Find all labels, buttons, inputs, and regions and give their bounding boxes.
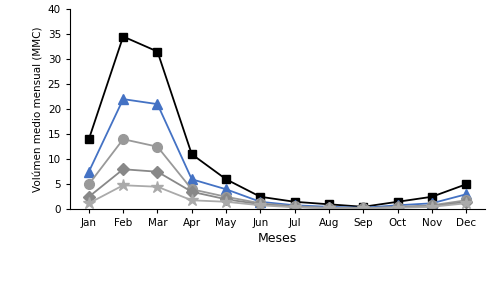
Ref	[326, 202, 332, 206]
Y-axis label: Volúmen medio mensual (MMC): Volúmen medio mensual (MMC)	[34, 26, 43, 192]
B	[360, 207, 366, 210]
Ref	[154, 50, 160, 53]
D	[154, 185, 160, 189]
A	[463, 193, 469, 196]
D	[258, 204, 264, 207]
Ref	[429, 195, 435, 199]
A	[326, 205, 332, 209]
C	[292, 205, 298, 209]
Ref	[86, 137, 92, 141]
C	[258, 202, 264, 206]
Line: Ref: Ref	[84, 32, 470, 211]
B	[154, 145, 160, 149]
D	[292, 205, 298, 209]
X-axis label: Meses: Meses	[258, 233, 297, 245]
D	[463, 202, 469, 205]
D	[326, 207, 332, 210]
B	[258, 202, 264, 205]
D	[189, 199, 195, 202]
A	[223, 187, 229, 191]
Ref	[292, 200, 298, 204]
D	[429, 205, 435, 209]
Line: B: B	[84, 134, 471, 213]
B	[429, 204, 435, 207]
Ref	[258, 195, 264, 199]
D	[86, 202, 92, 205]
A	[120, 97, 126, 101]
A	[189, 177, 195, 181]
B	[292, 205, 298, 208]
B	[86, 182, 92, 186]
C	[326, 207, 332, 210]
B	[223, 195, 229, 199]
C	[86, 195, 92, 199]
C	[223, 197, 229, 201]
C	[394, 205, 400, 209]
Line: C: C	[84, 165, 470, 213]
B	[463, 199, 469, 202]
Line: D: D	[82, 179, 472, 215]
D	[360, 207, 366, 210]
A	[292, 204, 298, 207]
B	[394, 205, 400, 209]
D	[394, 206, 400, 210]
C	[429, 205, 435, 208]
A	[154, 102, 160, 106]
A	[429, 202, 435, 205]
A	[86, 170, 92, 173]
D	[120, 184, 126, 187]
D	[223, 200, 229, 204]
Ref	[189, 152, 195, 156]
A	[360, 206, 366, 210]
C	[154, 170, 160, 173]
B	[120, 137, 126, 141]
B	[189, 187, 195, 191]
C	[189, 190, 195, 193]
Ref	[223, 177, 229, 181]
Ref	[463, 182, 469, 186]
B	[326, 206, 332, 210]
Ref	[360, 205, 366, 209]
A	[394, 204, 400, 207]
Ref	[394, 200, 400, 204]
Ref	[120, 35, 126, 38]
Line: A: A	[84, 94, 471, 213]
A	[258, 200, 264, 204]
C	[360, 207, 366, 210]
C	[120, 167, 126, 171]
C	[463, 200, 469, 204]
